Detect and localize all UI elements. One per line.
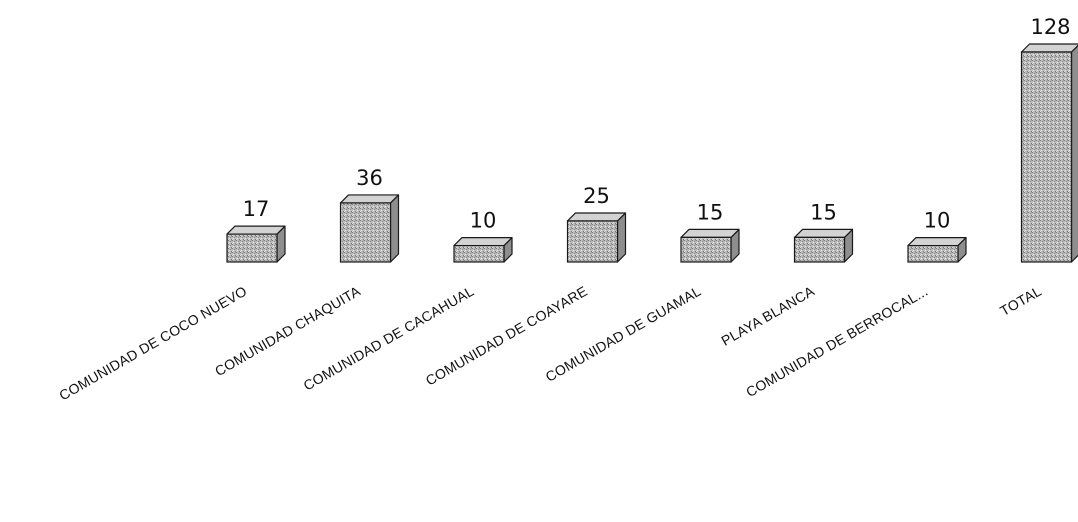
data-label: 15 — [810, 200, 837, 224]
bar-front-face — [453, 244, 505, 263]
bar-front-face — [566, 220, 619, 263]
bar-playa-blanca — [793, 228, 854, 263]
data-label: 17 — [243, 197, 270, 221]
category-label: COMUNIDAD DE BERROCAL... — [743, 283, 930, 400]
bar-total — [1020, 43, 1078, 263]
bar-comunidad-de-guamal — [680, 228, 740, 263]
bar-front-face — [339, 202, 392, 263]
bar-front-face — [226, 233, 278, 263]
data-label: 25 — [583, 184, 610, 208]
data-label: 128 — [1030, 15, 1070, 39]
bar-side-face — [1070, 44, 1078, 263]
bar-top-face — [680, 228, 740, 238]
bar-top-face — [907, 236, 967, 247]
data-label: 36 — [356, 166, 383, 190]
bar-top-face — [1020, 43, 1078, 53]
category-label: COMUNIDAD DE COCO NUEVO — [56, 283, 249, 404]
bar-front-face — [793, 236, 846, 263]
bar-front-face — [907, 244, 959, 263]
bar-comunidad-de-coco-nuevo — [226, 225, 286, 263]
bar-comunidad-de-berrocal — [907, 236, 967, 263]
bar-top-face — [226, 225, 286, 235]
data-labels-group: 17 36 10 25 15 15 10 128 — [243, 15, 1071, 233]
bar-top-face — [453, 236, 513, 247]
bars-group — [226, 43, 1078, 263]
bar-front-face — [680, 236, 732, 263]
bar-comunidad-de-cacahual — [453, 236, 513, 263]
bar-top-face — [793, 228, 854, 238]
bar-top-face — [566, 212, 627, 222]
bar-comunidad-chaquita — [339, 194, 400, 263]
category-label: PLAYA BLANCA — [718, 283, 817, 349]
bar-side-face — [389, 194, 400, 263]
data-label: 10 — [924, 209, 951, 233]
data-label: 15 — [697, 200, 724, 224]
bar-top-face — [339, 194, 400, 204]
data-label: 10 — [470, 209, 497, 233]
bar-front-face — [1020, 51, 1073, 263]
category-label: TOTAL — [997, 283, 1044, 319]
bar-comunidad-de-coayare — [566, 212, 627, 263]
